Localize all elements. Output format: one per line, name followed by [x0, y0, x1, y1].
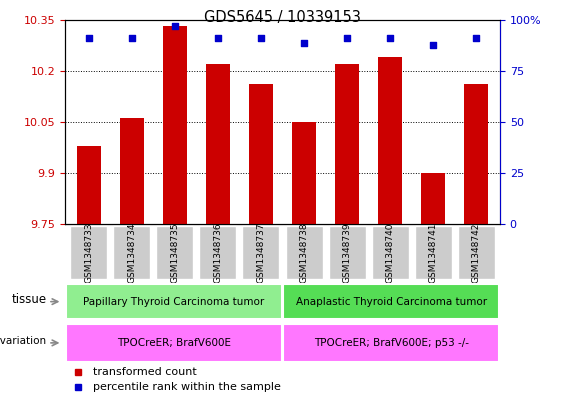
Point [299, 40, 308, 47]
FancyBboxPatch shape [242, 226, 280, 279]
Point [170, 23, 179, 29]
Point [257, 35, 266, 42]
Bar [379, 57, 402, 224]
Bar [421, 173, 445, 224]
FancyBboxPatch shape [284, 324, 499, 362]
Text: Papillary Thyroid Carcinoma tumor: Papillary Thyroid Carcinoma tumor [83, 297, 264, 307]
Text: Anaplastic Thyroid Carcinoma tumor: Anaplastic Thyroid Carcinoma tumor [295, 297, 487, 307]
Text: GSM1348742: GSM1348742 [472, 222, 481, 283]
Text: tissue: tissue [12, 293, 47, 306]
Bar [464, 84, 488, 224]
Text: GSM1348740: GSM1348740 [386, 222, 395, 283]
Text: GSM1348735: GSM1348735 [170, 222, 179, 283]
Point [429, 42, 438, 48]
FancyBboxPatch shape [70, 226, 107, 279]
FancyBboxPatch shape [415, 226, 452, 279]
Text: percentile rank within the sample: percentile rank within the sample [93, 382, 281, 391]
FancyBboxPatch shape [199, 226, 236, 279]
FancyBboxPatch shape [329, 226, 366, 279]
Bar [206, 64, 230, 224]
FancyBboxPatch shape [66, 324, 281, 362]
Bar [77, 146, 101, 224]
FancyBboxPatch shape [285, 226, 323, 279]
FancyBboxPatch shape [113, 226, 150, 279]
Text: GSM1348741: GSM1348741 [429, 222, 438, 283]
Text: genotype/variation: genotype/variation [0, 336, 47, 346]
Text: GSM1348736: GSM1348736 [214, 222, 223, 283]
Point [84, 35, 93, 42]
FancyBboxPatch shape [284, 285, 499, 319]
Bar [120, 118, 144, 224]
FancyBboxPatch shape [66, 285, 281, 319]
FancyBboxPatch shape [458, 226, 495, 279]
Text: GSM1348734: GSM1348734 [127, 222, 136, 283]
Bar [249, 84, 273, 224]
Bar [163, 26, 186, 224]
Text: GSM1348733: GSM1348733 [84, 222, 93, 283]
Text: GDS5645 / 10339153: GDS5645 / 10339153 [204, 10, 361, 25]
Point [386, 35, 395, 42]
Text: TPOCreER; BrafV600E; p53 -/-: TPOCreER; BrafV600E; p53 -/- [314, 338, 469, 348]
Point [127, 35, 136, 42]
Text: GSM1348737: GSM1348737 [257, 222, 266, 283]
Text: transformed count: transformed count [93, 367, 197, 377]
FancyBboxPatch shape [372, 226, 408, 279]
Bar [335, 64, 359, 224]
Point [472, 35, 481, 42]
Point [214, 35, 223, 42]
FancyBboxPatch shape [157, 226, 193, 279]
Text: GSM1348739: GSM1348739 [342, 222, 351, 283]
Bar [292, 122, 316, 224]
Point [342, 35, 351, 42]
Text: GSM1348738: GSM1348738 [299, 222, 308, 283]
Text: TPOCreER; BrafV600E: TPOCreER; BrafV600E [117, 338, 231, 348]
